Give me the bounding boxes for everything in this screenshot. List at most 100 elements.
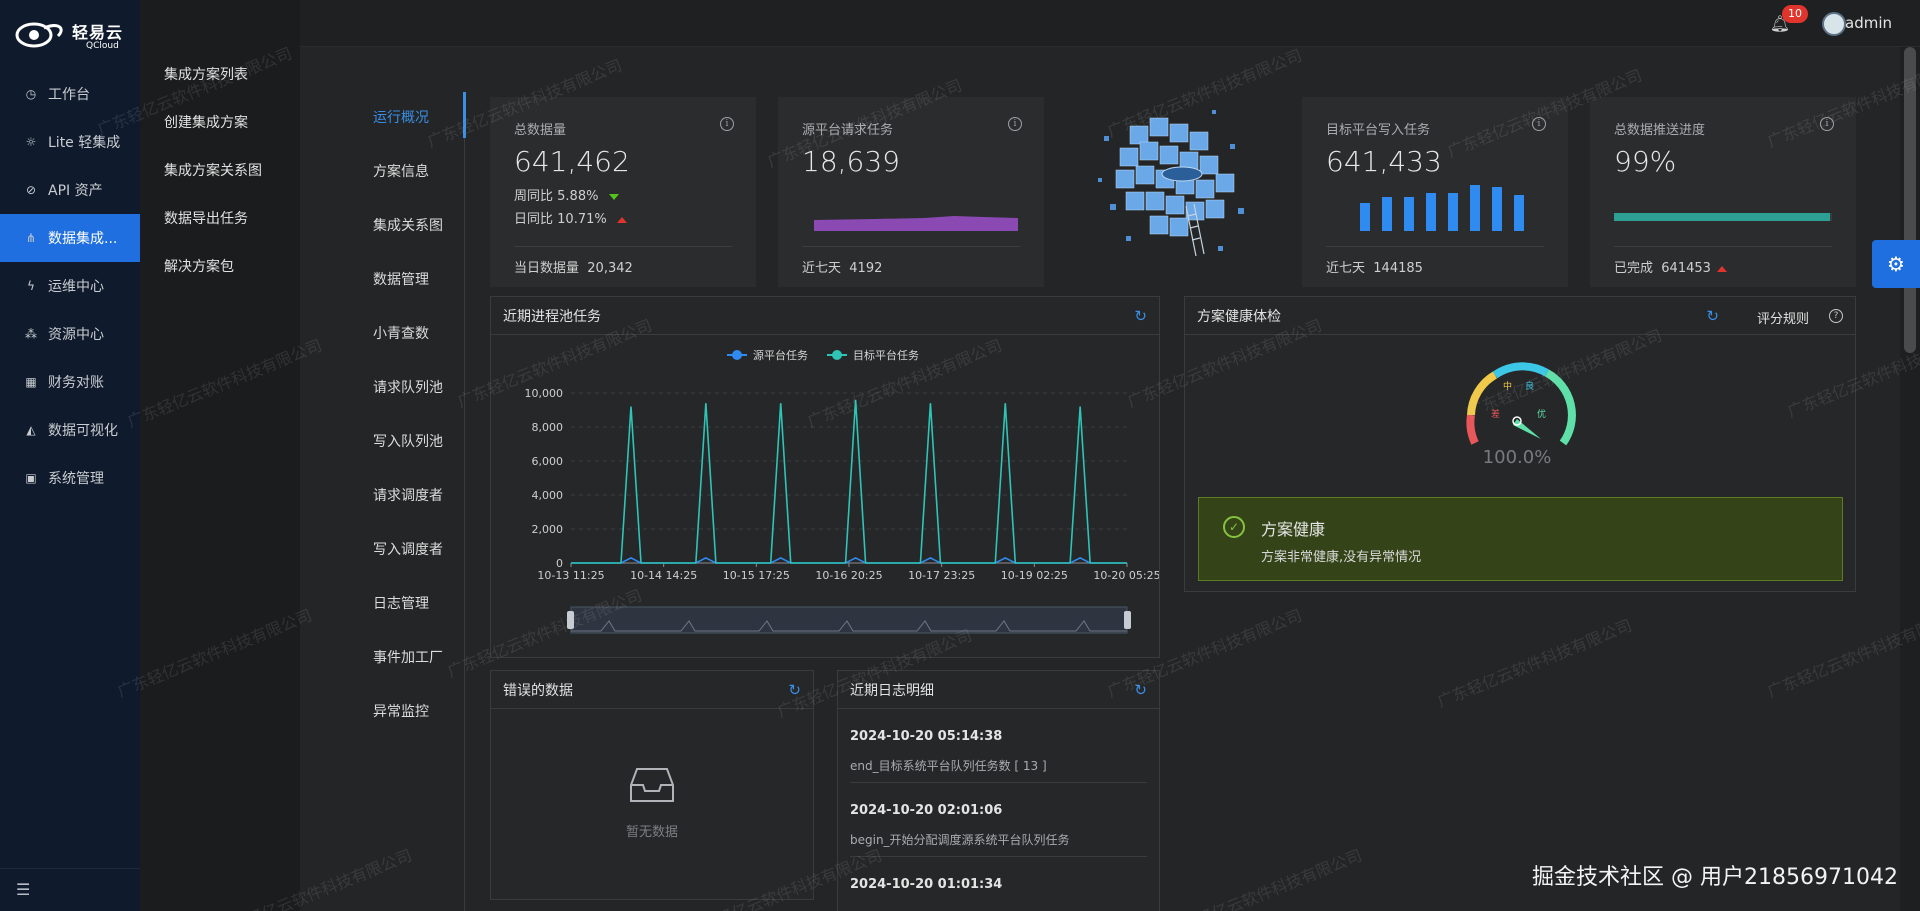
process-line-chart: 源平台任务 目标平台任务 0 2,000 4,000 6,000 8,000 10,000… [525,348,1159,634]
sidebar-item-finance[interactable]: ▦ 财务对账 [0,358,140,406]
tab-write-queue[interactable]: 写入队列池 [373,434,443,450]
health-result-desc: 方案非常健康,没有异常情况 [1261,550,1422,565]
empty-text: 暂无数据 [625,825,678,840]
help-icon[interactable]: ? [1829,309,1843,323]
sidebar-item-label: 运维中心 [48,279,104,295]
tab-relation-graph[interactable]: 集成关系图 [373,218,443,234]
sidebar-item-label: Lite 轻集成 [48,135,121,151]
sidebar-item-ops[interactable]: ϟ 运维中心 [0,262,140,310]
tab-xiaoqing-query[interactable]: 小青查数 [373,326,429,342]
source-mini-area-chart [814,216,1018,231]
submenu-item-plan-list[interactable]: 集成方案列表 [164,67,248,83]
bulb-icon: ☼ [25,135,37,149]
stat-value: 99% [1614,145,1677,178]
menu-collapse-icon[interactable]: ☰ [16,880,31,899]
sidebar: 轻易云 QCloud ◷ 工作台 ☼ Lite 轻集成 ⊘ API 资产 ⋔ 数据集成.… [0,0,140,911]
y-tick-label: 10,000 [525,387,564,400]
submenu-item-export-task[interactable]: 数据导出任务 [164,211,248,227]
refresh-icon[interactable]: ↻ [1134,307,1147,325]
gauge-needle [1513,419,1541,439]
gauge-label-excellent: 优 [1537,408,1546,420]
scrollbar[interactable] [1900,47,1920,911]
trend-down-icon [608,194,619,200]
sidebar-item-lite[interactable]: ☼ Lite 轻集成 [0,118,140,166]
check-circle-icon: ✓ [1223,516,1245,538]
health-gauge: 差 中 良 优 100.0% [1466,362,1576,468]
brand-name: 轻易云 [72,23,124,42]
refresh-icon[interactable]: ↻ [1134,681,1147,699]
settings-gear-button[interactable]: ⚙ [1872,240,1920,288]
sidebar-item-label: 工作台 [48,87,90,103]
x-tick-label: 10-14 14:25 [630,569,697,582]
log-desc: begin_开始分配调度源系统平台队列任务 [850,833,1070,847]
info-icon[interactable]: i [1008,117,1022,131]
trend-up-icon [1716,266,1727,272]
tab-request-scheduler[interactable]: 请求调度者 [373,488,443,504]
data-cubes-illustration [1098,110,1244,257]
tab-data-management[interactable]: 数据管理 [373,272,429,288]
target-bar [1404,197,1414,231]
stat-value: 18,639 [802,145,900,178]
target-bar [1514,195,1524,231]
panel-title: 近期进程池任务 [503,308,601,325]
empty-inbox-icon [630,768,674,802]
sidebar-nav: ◷ 工作台 ☼ Lite 轻集成 ⊘ API 资产 ⋔ 数据集成... ϟ 运维中心 ⁂ 资… [0,70,140,502]
stat-divider [1326,246,1544,247]
tab-log-management[interactable]: 日志管理 [373,596,429,612]
tab-request-queue[interactable]: 请求队列池 [373,380,443,396]
info-icon[interactable]: i [1820,117,1834,131]
submenu-item-solution-pack[interactable]: 解决方案包 [164,259,234,275]
x-tick-label: 10-20 05:25 [1093,569,1159,582]
progress-fill [1614,213,1830,221]
sidebar-item-resources[interactable]: ⁂ 资源中心 [0,310,140,358]
gauge-label-mid: 中 [1503,380,1512,392]
zoom-handle-left[interactable] [567,611,574,629]
error-data-panel: 错误的数据 ↻ 暂无数据 [490,670,814,900]
scrollbar-thumb[interactable] [1904,47,1916,353]
panel-header: 近期进程池任务 ↻ [491,297,1159,335]
info-icon[interactable]: i [720,117,734,131]
stat-divider [802,246,1020,247]
sidebar-item-label: API 资产 [48,183,103,199]
foot-value: 4192 [849,261,883,276]
foot-value: 144185 [1373,261,1423,276]
panel-title: 近期日志明细 [850,682,934,699]
tab-plan-info[interactable]: 方案信息 [373,164,429,180]
chart-legend[interactable]: 源平台任务 目标平台任务 [727,348,919,362]
score-rules-link[interactable]: 评分规则 [1756,312,1809,327]
tab-write-scheduler[interactable]: 写入调度者 [373,542,443,558]
health-check-panel: 方案健康体检 ↻ 评分规则 ? 差 中 良 优 100.0% ✓ 方案健康 方案… [1184,296,1856,592]
sidebar-item-data-integration[interactable]: ⋔ 数据集成... [0,214,140,262]
sidebar-item-workbench[interactable]: ◷ 工作台 [0,70,140,118]
sidebar-item-visualization[interactable]: ◭ 数据可视化 [0,406,140,454]
submenu-item-plan-graph[interactable]: 集成方案关系图 [164,163,262,179]
sidebar-item-label: 系统管理 [48,471,104,487]
avatar[interactable] [1822,12,1846,36]
x-tick-label: 10-15 17:25 [723,569,790,582]
tab-overview[interactable]: 运行概况 [373,110,429,126]
refresh-icon[interactable]: ↻ [788,681,801,699]
sidebar-item-system[interactable]: ▣ 系统管理 [0,454,140,502]
foot-label: 已完成 [1614,261,1654,276]
gauge-score: 100.0% [1483,447,1552,468]
dod-line: 日同比 10.71% [514,208,627,227]
tab-event-factory[interactable]: 事件加工厂 [373,650,443,666]
zoom-handle-right[interactable] [1124,611,1131,629]
logo[interactable]: 轻易云 QCloud [0,0,140,70]
data-zoom-slider[interactable] [567,606,1131,634]
wow-value: 5.88% [557,189,599,204]
info-icon[interactable]: i [1532,117,1546,131]
sidebar-item-label: 数据集成... [48,231,118,247]
sidebar-item-label: 财务对账 [48,375,104,391]
sidebar-item-api[interactable]: ⊘ API 资产 [0,166,140,214]
submenu-item-create-plan[interactable]: 创建集成方案 [164,115,248,131]
legend-source-label: 源平台任务 [753,348,808,362]
target-bar [1426,193,1436,231]
dod-value: 10.71% [557,212,607,227]
username[interactable]: admin [1845,14,1892,32]
target-bar [1448,193,1458,231]
recent-log-panel: 近期日志明细 ↻ 2024-10-20 05:14:38 end_目标系统平台队… [837,670,1160,911]
tab-exception-monitor[interactable]: 异常监控 [373,704,429,720]
stat-card-source: 源平台请求任务 i 18,639 近七天 4192 [778,97,1044,287]
refresh-icon[interactable]: ↻ [1706,307,1719,325]
